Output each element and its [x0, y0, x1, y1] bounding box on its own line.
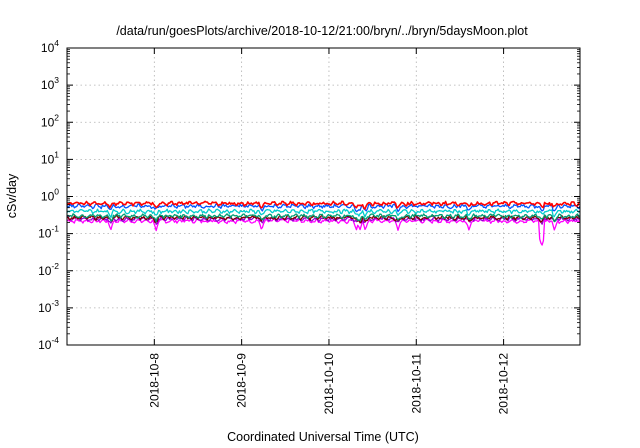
- x-tick-label: 2018-10-12: [497, 353, 511, 415]
- x-tick-label: 2018-10-9: [235, 353, 249, 408]
- series-line: [66, 218, 581, 246]
- grid: [67, 48, 580, 345]
- x-axis-label: Coordinated Universal Time (UTC): [227, 430, 419, 444]
- y-tick-label: 104: [41, 38, 59, 55]
- x-tick-label: 2018-10-10: [322, 353, 336, 415]
- y-axis: 10-4 10-3 10-2 10-1 100 101 102 103 104: [38, 38, 580, 352]
- y-tick-label: 100: [41, 187, 59, 204]
- y-tick-label: 101: [41, 149, 59, 166]
- y-axis-label: cSv/day: [5, 173, 19, 218]
- x-tick-label: 2018-10-11: [409, 353, 423, 414]
- x-axis: 2018-10-8 2018-10-9 2018-10-10 2018-10-11 20…: [147, 48, 511, 415]
- x-tick-label: 2018-10-8: [147, 353, 161, 408]
- series-line: [66, 200, 581, 210]
- y-tick-label: 10-4: [38, 335, 59, 352]
- y-tick-label: 102: [41, 112, 59, 129]
- series-group: [66, 200, 581, 246]
- y-tick-label: 10-3: [38, 298, 59, 315]
- series-line: [66, 203, 581, 213]
- y-tick-label: 10-2: [38, 261, 59, 278]
- y-tick-label: 103: [41, 75, 59, 92]
- series-line: [66, 208, 581, 219]
- y-tick-label: 10-1: [38, 224, 59, 241]
- series-line: [66, 213, 581, 223]
- chart-title: /data/run/goesPlots/archive/2018-10-12/2…: [116, 24, 528, 38]
